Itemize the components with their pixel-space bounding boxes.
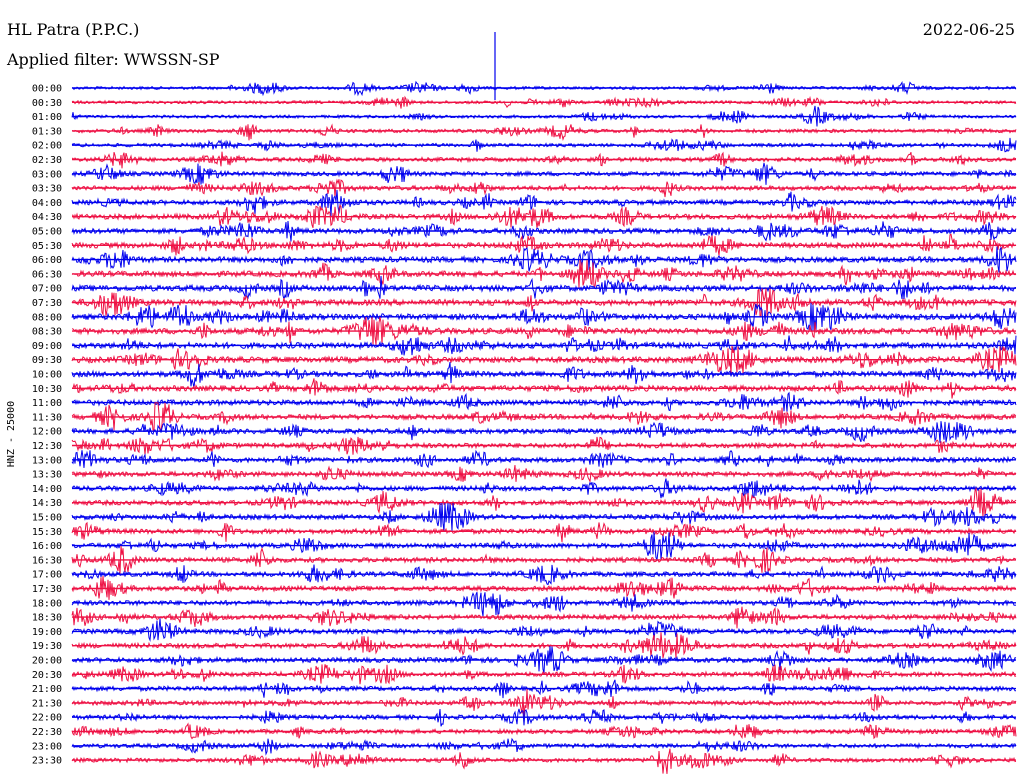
- row-time-label: 22:30: [32, 727, 62, 738]
- row-time-label: 23:30: [32, 756, 62, 767]
- row-time-label: 22:00: [32, 713, 62, 724]
- seismic-trace-row: [71, 679, 1016, 699]
- seismic-trace-row: [71, 545, 1017, 574]
- row-time-label: 05:00: [32, 227, 62, 238]
- seismic-trace-row: [71, 606, 1017, 629]
- seismic-trace-row: [71, 436, 1017, 455]
- row-time-label: 15:00: [32, 513, 62, 524]
- row-time-label: 10:00: [32, 370, 62, 381]
- trace-group: [71, 32, 1017, 774]
- row-time-label: 11:30: [32, 412, 62, 423]
- row-time-label: 20:30: [32, 670, 62, 681]
- row-time-label: 00:30: [32, 98, 62, 109]
- row-time-label: 13:30: [32, 470, 62, 481]
- row-time-label: 18:30: [32, 613, 62, 624]
- row-time-label: 20:00: [32, 656, 62, 667]
- seismic-trace-row: [71, 302, 1017, 331]
- row-time-label: 21:00: [32, 684, 62, 695]
- row-time-label: 17:00: [32, 570, 62, 581]
- channel-axis-label: HNZ - 25000: [5, 400, 17, 468]
- row-time-label: 16:00: [32, 541, 62, 552]
- row-time-label: 07:00: [32, 284, 62, 295]
- row-time-label: 14:30: [32, 498, 62, 509]
- seismic-trace-row: [71, 288, 1017, 317]
- seismic-trace-row: [71, 449, 1017, 469]
- row-time-label: 02:30: [32, 155, 62, 166]
- row-time-label: 21:30: [32, 698, 62, 709]
- seismic-trace-row: [71, 402, 1017, 433]
- row-time-label: 09:30: [32, 355, 62, 366]
- row-time-label: 14:00: [32, 484, 62, 495]
- seismic-trace-row: [71, 151, 1017, 169]
- row-time-label: 10:30: [32, 384, 62, 395]
- seismic-trace-row: [71, 259, 1017, 288]
- seismic-trace-row: [71, 123, 1017, 142]
- seismic-trace-row: [71, 618, 1017, 642]
- row-time-label: 06:30: [32, 269, 62, 280]
- row-time-label: 13:00: [32, 455, 62, 466]
- row-time-label: 15:30: [32, 527, 62, 538]
- seismic-trace-row: [71, 362, 1017, 389]
- row-time-label: 07:30: [32, 298, 62, 309]
- row-time-label: 18:00: [32, 598, 62, 609]
- row-time-label: 08:00: [32, 312, 62, 323]
- row-time-label: 23:00: [32, 741, 62, 752]
- row-time-label: 11:00: [32, 398, 62, 409]
- row-time-label: 08:30: [32, 327, 62, 338]
- seismic-trace-row: [71, 391, 1017, 412]
- seismic-trace-row: [71, 220, 1017, 242]
- date-label: 2022-06-25: [922, 20, 1015, 39]
- row-time-label: 12:30: [32, 441, 62, 452]
- station-title: HL Patra (P.P.C.): [7, 20, 140, 39]
- time-label-group: 00:00 00:30 01:00 01:30 02:00 02:30 03:00 03:30…: [32, 84, 62, 767]
- row-time-label: 12:00: [32, 427, 62, 438]
- row-time-label: 01:30: [32, 126, 62, 137]
- row-time-label: 16:30: [32, 555, 62, 566]
- row-time-label: 17:30: [32, 584, 62, 595]
- seismic-trace-row: [71, 275, 1017, 302]
- row-time-label: 06:00: [32, 255, 62, 266]
- seismic-trace-row: [71, 632, 1017, 659]
- row-time-label: 01:00: [32, 112, 62, 123]
- row-time-label: 09:00: [32, 341, 62, 352]
- row-time-label: 03:00: [32, 169, 62, 180]
- seismic-trace-row: [71, 421, 1017, 443]
- row-time-label: 04:00: [32, 198, 62, 209]
- row-time-label: 02:00: [32, 141, 62, 152]
- seismic-trace-row: [71, 748, 1017, 774]
- row-time-label: 04:30: [32, 212, 62, 223]
- seismic-trace-row: [71, 591, 1017, 617]
- row-time-label: 19:00: [32, 627, 62, 638]
- row-time-label: 05:30: [32, 241, 62, 252]
- row-time-label: 03:30: [32, 184, 62, 195]
- filter-label: Applied filter: WWSSN-SP: [7, 50, 220, 69]
- row-time-label: 00:00: [32, 84, 62, 95]
- row-time-label: 19:30: [32, 641, 62, 652]
- seismic-trace-row: [71, 521, 1017, 543]
- seismic-trace-row: [71, 189, 1017, 217]
